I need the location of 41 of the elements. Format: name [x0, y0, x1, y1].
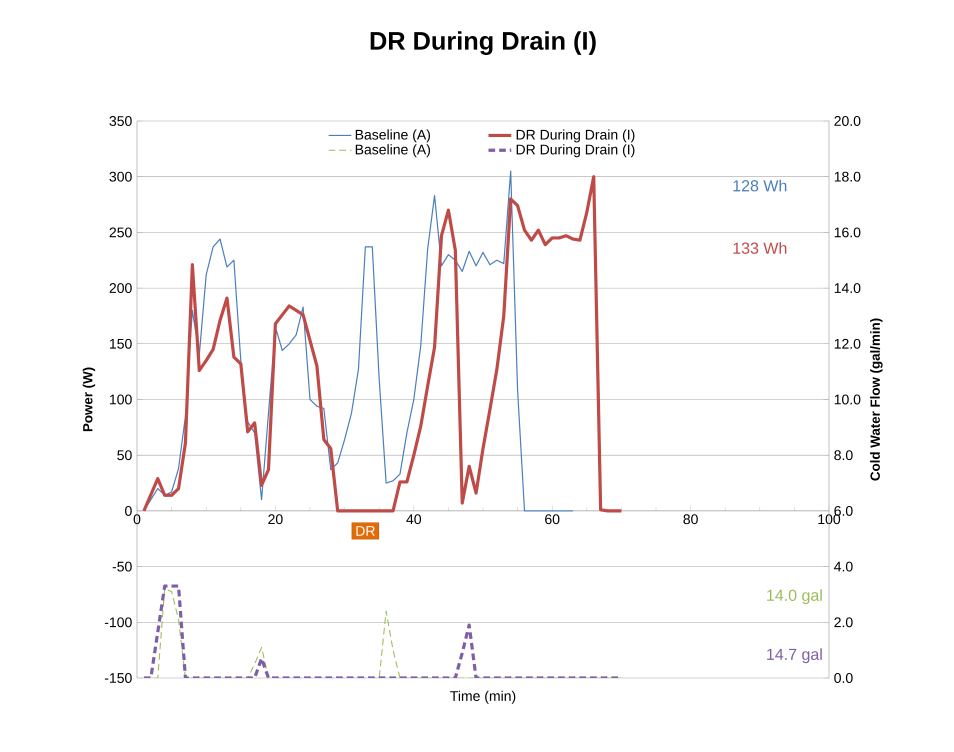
- legend-label: DR During Drain (I): [516, 129, 634, 142]
- y2-tick-label: 4.0: [834, 562, 853, 572]
- y2-tick-label: 0.0: [834, 673, 853, 683]
- y-axis-title: Power (W): [82, 368, 96, 432]
- y2-tick-label: 8.0: [834, 450, 853, 460]
- x-tick-label: 60: [545, 514, 560, 524]
- y-tick-label: -150: [104, 673, 132, 683]
- y-tick-label: 250: [110, 227, 132, 238]
- y2-tick-label: 12.0: [834, 338, 860, 349]
- y2-tick-label: 20.0: [834, 116, 860, 126]
- x-tick-label: 80: [683, 514, 698, 524]
- y-tick-label: 200: [110, 283, 132, 294]
- x-tick-label: 40: [406, 514, 422, 524]
- y2-tick-label: 6.0: [834, 506, 853, 516]
- annotation: 14.7 gal: [767, 648, 822, 664]
- y-tick-label: 300: [109, 172, 132, 182]
- annotation: 14.0 gal: [767, 589, 822, 604]
- x-tick-label: 100: [818, 514, 840, 524]
- legend-label: Baseline (A): [356, 144, 430, 158]
- y2-tick-label: 2.0: [834, 617, 853, 628]
- y-tick-label: 50: [117, 450, 132, 460]
- legend-label: DR During Drain (I): [516, 144, 634, 158]
- y2-tick-label: 14.0: [834, 283, 860, 294]
- y-tick-label: -50: [112, 562, 132, 572]
- x-axis-title: Time (min): [450, 690, 516, 704]
- annotation: 128 Wh: [733, 180, 786, 192]
- y-tick-label: 350: [109, 116, 132, 126]
- y-tick-label: 150: [110, 338, 132, 349]
- x-tick-label: 20: [268, 514, 283, 524]
- annotation: 133 Wh: [733, 242, 786, 254]
- y-tick-label: -100: [104, 617, 132, 628]
- y2-tick-label: 16.0: [834, 227, 860, 238]
- annotation: DR: [356, 526, 375, 536]
- y2-tick-label: 18.0: [834, 172, 860, 182]
- y-tick-label: 100: [110, 394, 132, 404]
- x-tick-label: 0: [134, 514, 140, 524]
- y2-tick-label: 10.0: [834, 394, 860, 404]
- y-tick-label: 0: [125, 506, 132, 516]
- y2-axis-title: Cold Water Flow (gal/min): [870, 318, 883, 481]
- chart-title: DR During Drain (I): [370, 31, 596, 55]
- legend-label: Baseline (A): [356, 129, 430, 142]
